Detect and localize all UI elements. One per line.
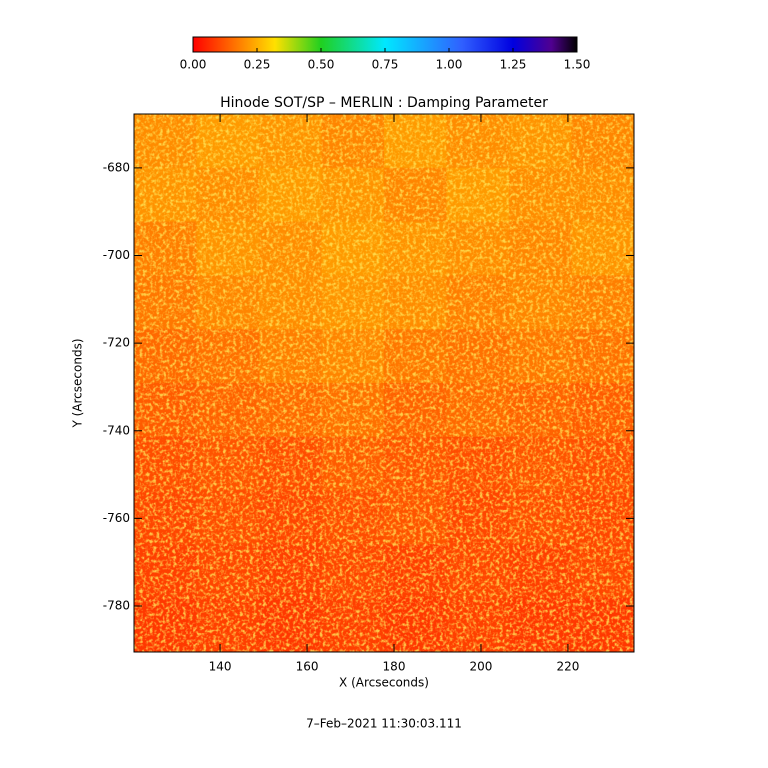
- y-tick-label: -780: [103, 598, 130, 612]
- chart-title: Hinode SOT/SP – MERLIN : Damping Paramet…: [220, 95, 548, 111]
- y-tick-label: -760: [103, 511, 130, 525]
- x-tick-label: 160: [296, 660, 319, 674]
- y-tick-label: -680: [103, 160, 130, 174]
- colorbar-tick-label: 0.25: [244, 58, 271, 72]
- y-tick-label: -700: [103, 248, 130, 262]
- colorbar-tick-label: 1.50: [564, 58, 591, 72]
- colorbar-tick-label: 0.00: [180, 58, 207, 72]
- y-tick-label: -740: [103, 423, 130, 437]
- x-tick-label: 200: [470, 660, 493, 674]
- x-axis-label: X (Arcseconds): [339, 676, 429, 690]
- colorbar-tick-label: 1.25: [500, 58, 527, 72]
- colorbar-tick-label: 0.75: [372, 58, 399, 72]
- x-tick-label: 180: [383, 660, 406, 674]
- plot-frame: [133, 113, 635, 653]
- colorbar-tick-label: 0.50: [308, 58, 335, 72]
- y-axis-label: Y (Arcseconds): [71, 338, 85, 428]
- x-tick-label: 220: [556, 660, 579, 674]
- texture: [134, 114, 634, 652]
- footer-date: 7–Feb–2021 11:30:03.111: [306, 717, 462, 731]
- y-tick-label: -720: [103, 336, 130, 350]
- x-tick-label: 140: [209, 660, 232, 674]
- colorbar-tick-label: 1.00: [436, 58, 463, 72]
